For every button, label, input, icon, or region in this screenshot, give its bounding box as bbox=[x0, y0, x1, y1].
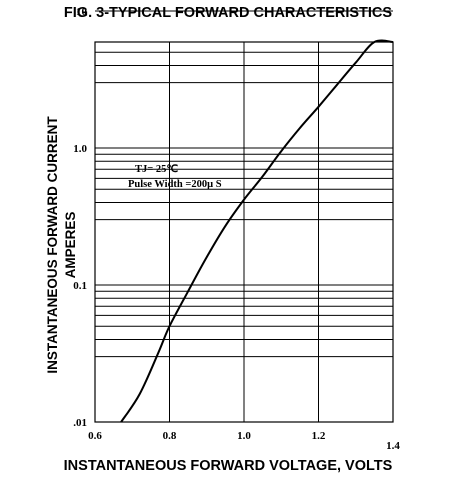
plot-frame bbox=[94, 41, 394, 423]
x-axis-label: INSTANTANEOUS FORWARD VOLTAGE, VOLTS bbox=[63, 458, 393, 474]
x-tick-label: 1.4 bbox=[386, 440, 400, 452]
grid bbox=[95, 10, 393, 422]
chart-title: FIG. 3-TYPICAL FORWARD CHARACTERISTICS bbox=[63, 5, 393, 21]
x-tick-label: 1.0 bbox=[237, 430, 251, 442]
x-tick-label: 0.6 bbox=[88, 430, 102, 442]
y-tick-label: 10 bbox=[76, 6, 88, 18]
y-tick-label: 0.1 bbox=[73, 280, 87, 292]
x-tick-label: 0.8 bbox=[163, 430, 177, 442]
temperature-note: TJ= 25℃ bbox=[135, 163, 178, 175]
pulse-width-note: Pulse Width =200μ S bbox=[128, 179, 222, 190]
forward-characteristic-curve bbox=[120, 39, 394, 423]
x-tick-label: 1.2 bbox=[312, 430, 326, 442]
y-tick-label: 1.0 bbox=[73, 143, 87, 155]
y-tick-label: .01 bbox=[73, 417, 87, 429]
tick-labels: 0.6 0.8 1.0 1.2 1.4 10 1.0 0.1 .01 bbox=[73, 6, 400, 452]
